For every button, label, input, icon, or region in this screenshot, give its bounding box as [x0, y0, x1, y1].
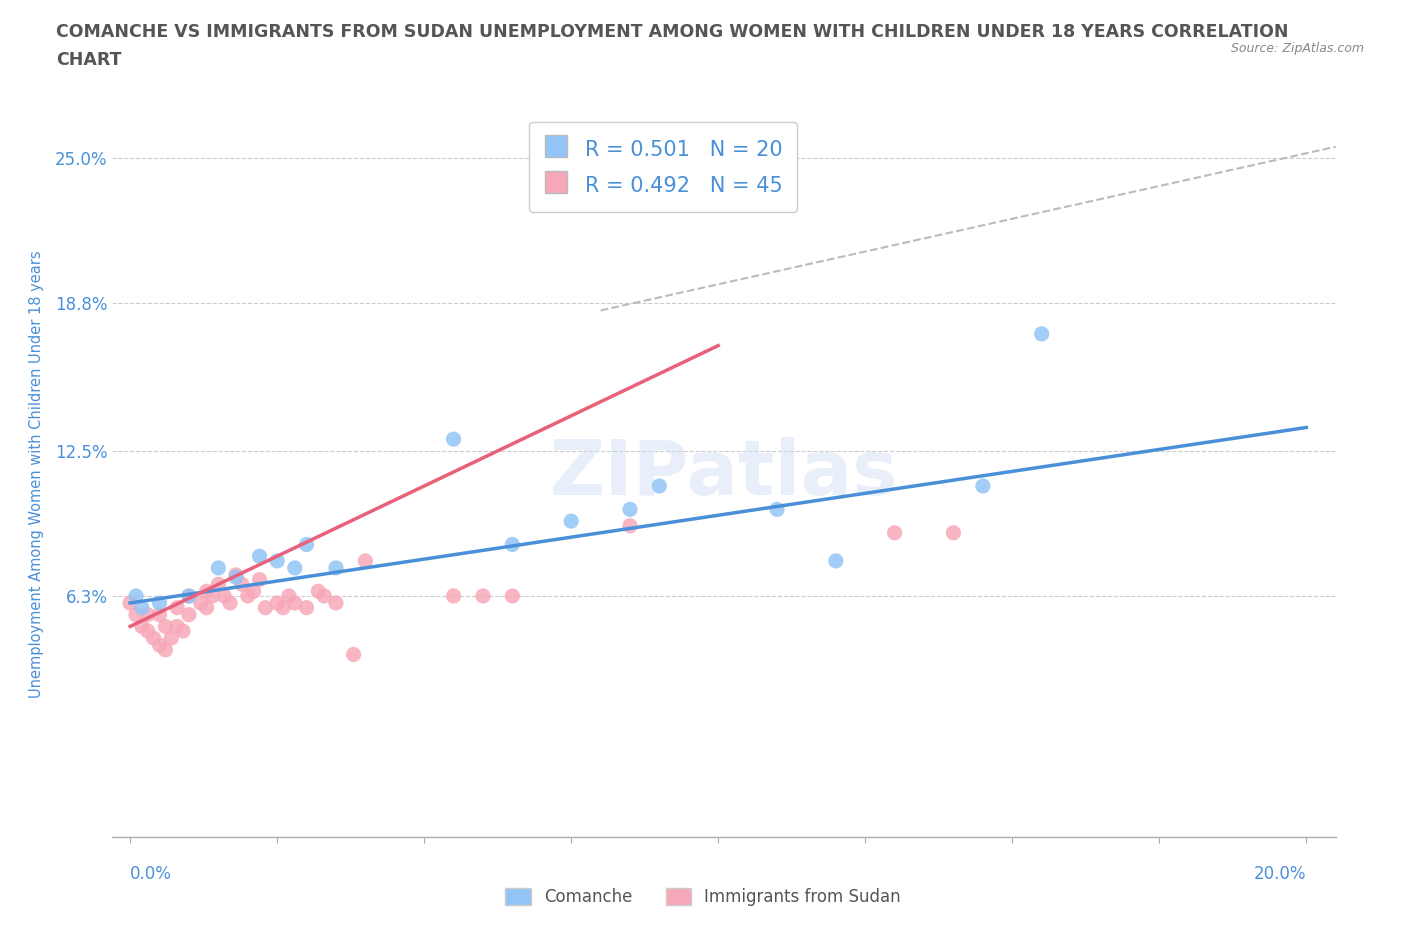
Text: COMANCHE VS IMMIGRANTS FROM SUDAN UNEMPLOYMENT AMONG WOMEN WITH CHILDREN UNDER 1: COMANCHE VS IMMIGRANTS FROM SUDAN UNEMPL… — [56, 23, 1289, 41]
Point — [619, 518, 641, 533]
Point — [254, 600, 277, 615]
Point — [155, 643, 177, 658]
Point — [207, 577, 229, 591]
Point — [131, 600, 153, 615]
Point — [166, 619, 188, 634]
Point — [314, 589, 336, 604]
Point — [190, 595, 212, 610]
Point — [354, 553, 377, 568]
Point — [325, 595, 347, 610]
Point — [284, 561, 307, 576]
Point — [207, 561, 229, 576]
Point — [236, 589, 259, 604]
Point — [443, 589, 465, 604]
Point — [443, 432, 465, 446]
Point — [195, 584, 218, 599]
Y-axis label: Unemployment Among Women with Children Under 18 years: Unemployment Among Women with Children U… — [30, 250, 44, 698]
Point — [295, 600, 318, 615]
Text: 20.0%: 20.0% — [1254, 865, 1306, 884]
Point — [136, 624, 159, 639]
Point — [284, 595, 307, 610]
Point — [148, 607, 170, 622]
Point — [560, 513, 582, 528]
Point — [219, 595, 242, 610]
Point — [277, 589, 299, 604]
Point — [648, 479, 671, 494]
Point — [201, 589, 224, 604]
Point — [195, 600, 218, 615]
Text: 0.0%: 0.0% — [131, 865, 172, 884]
Point — [160, 631, 183, 645]
Point — [942, 525, 965, 540]
Point — [266, 595, 288, 610]
Legend: Comanche, Immigrants from Sudan: Comanche, Immigrants from Sudan — [499, 881, 907, 912]
Point — [166, 600, 188, 615]
Point — [295, 537, 318, 551]
Point — [177, 589, 200, 604]
Point — [155, 619, 177, 634]
Point — [242, 584, 264, 599]
Point — [342, 647, 364, 662]
Point — [131, 619, 153, 634]
Point — [472, 589, 495, 604]
Point — [766, 502, 789, 517]
Point — [125, 607, 148, 622]
Point — [501, 589, 523, 604]
Point — [225, 567, 247, 582]
Point — [212, 589, 235, 604]
Point — [249, 549, 271, 564]
Point — [266, 553, 288, 568]
Point — [325, 561, 347, 576]
Point — [1031, 326, 1053, 341]
Text: ZIPatlas: ZIPatlas — [550, 437, 898, 512]
Point — [148, 638, 170, 653]
Point — [148, 595, 170, 610]
Point — [177, 589, 200, 604]
Point — [972, 479, 994, 494]
Point — [883, 525, 905, 540]
Text: CHART: CHART — [56, 51, 122, 69]
Point — [307, 584, 329, 599]
Point — [142, 631, 165, 645]
Point — [172, 624, 194, 639]
Point — [619, 502, 641, 517]
Point — [136, 607, 159, 622]
Point — [120, 595, 142, 610]
Point — [225, 570, 247, 585]
Point — [125, 589, 148, 604]
Legend: R = 0.501   N = 20, R = 0.492   N = 45: R = 0.501 N = 20, R = 0.492 N = 45 — [529, 122, 797, 212]
Point — [249, 572, 271, 587]
Point — [501, 537, 523, 551]
Text: Source: ZipAtlas.com: Source: ZipAtlas.com — [1230, 42, 1364, 55]
Point — [231, 577, 253, 591]
Point — [824, 553, 846, 568]
Point — [177, 607, 200, 622]
Point — [271, 600, 294, 615]
